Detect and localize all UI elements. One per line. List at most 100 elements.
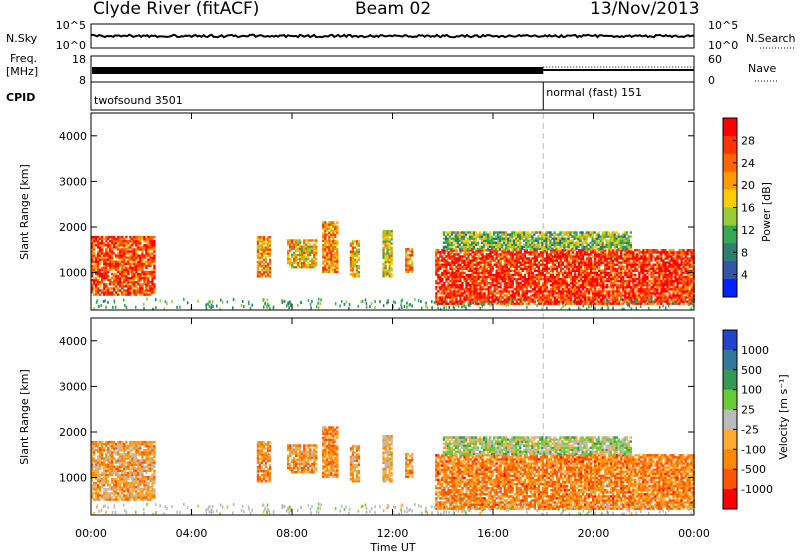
power-cell [632, 264, 634, 266]
power-cell [618, 280, 620, 282]
power-cell [685, 255, 687, 257]
power-cell [488, 290, 490, 292]
power-cell [465, 248, 467, 250]
power-cell [691, 278, 693, 280]
power-cell [465, 251, 467, 253]
noise-left-label: N.Sky [6, 32, 38, 45]
power-cell [520, 278, 522, 280]
power-cell [473, 233, 475, 235]
power-cell [473, 276, 475, 278]
power-cell [313, 250, 315, 252]
power-cell [437, 298, 439, 300]
power-cell [604, 233, 606, 235]
power-cell [481, 233, 483, 235]
power-cell [652, 278, 654, 280]
power-cell [119, 254, 121, 256]
power-cell [387, 261, 389, 263]
power-cell [533, 233, 535, 235]
power-cell [676, 255, 678, 257]
power-cell [324, 221, 326, 223]
power-cell [484, 278, 486, 280]
power-cell [614, 276, 616, 278]
power-cell [115, 275, 117, 277]
power-cell [457, 246, 459, 248]
power-cell [269, 248, 271, 250]
power-cell [576, 278, 578, 280]
power-cell [508, 296, 510, 298]
power-cell [97, 263, 99, 265]
power-cell [616, 251, 618, 253]
power-cell [682, 278, 684, 280]
power-cell [119, 242, 121, 244]
power-cell [295, 250, 297, 252]
power-cell [451, 282, 453, 284]
power-cell [307, 262, 309, 264]
power-cell [287, 258, 289, 260]
power-cell [680, 282, 682, 284]
power-cell [129, 285, 131, 287]
power-cell [297, 266, 299, 268]
power-cell [654, 282, 656, 284]
power-cell [455, 268, 457, 270]
power-cell [447, 233, 449, 235]
power-cell [608, 278, 610, 280]
power-cell [640, 290, 642, 292]
power-cell [107, 259, 109, 261]
power-cell [600, 286, 602, 288]
power-cell [552, 282, 554, 284]
power-cell [435, 286, 437, 288]
power-cell [137, 240, 139, 242]
power-cell [510, 278, 512, 280]
power-cell [473, 286, 475, 288]
power-cell [523, 246, 525, 248]
power-cell [536, 282, 538, 284]
power-cell [586, 257, 588, 259]
power-cell [583, 242, 585, 244]
power-cell [111, 293, 113, 295]
power-cell [477, 288, 479, 290]
power-cell [511, 246, 513, 248]
power-cell [328, 271, 330, 273]
power-cell [666, 282, 668, 284]
power-cell [516, 255, 518, 257]
power-cell [115, 283, 117, 285]
power-cell [522, 286, 524, 288]
power-cell [664, 264, 666, 266]
power-cell [139, 275, 141, 277]
power-cell [257, 255, 259, 257]
power-cell [622, 286, 624, 288]
power-cell [437, 296, 439, 298]
power-cell [330, 244, 332, 246]
power-cell [109, 267, 111, 269]
power-cell [602, 231, 604, 233]
power-cell [115, 254, 117, 256]
power-cell [405, 267, 407, 269]
power-cell [385, 255, 387, 257]
power-cell [670, 278, 672, 280]
power-cell [103, 271, 105, 273]
power-cell [574, 264, 576, 266]
power-cell [506, 268, 508, 270]
power-cell [129, 236, 131, 238]
power-cell [678, 255, 680, 257]
power-cell [313, 246, 315, 248]
power-cell [572, 276, 574, 278]
power-cell [588, 276, 590, 278]
power-cell [598, 278, 600, 280]
power-cell [287, 250, 289, 252]
power-cell [445, 231, 447, 233]
power-cell [574, 272, 576, 274]
power-cell [498, 278, 500, 280]
power-cell [588, 244, 590, 246]
power-cell [530, 259, 532, 261]
power-cell [483, 233, 485, 235]
power-cell [487, 246, 489, 248]
power-cell [93, 277, 95, 279]
power-cell [500, 294, 502, 296]
power-cell [151, 289, 153, 291]
power-cell [622, 248, 624, 250]
power-cell [622, 268, 624, 270]
power-cell [131, 275, 133, 277]
power-cell [546, 286, 548, 288]
